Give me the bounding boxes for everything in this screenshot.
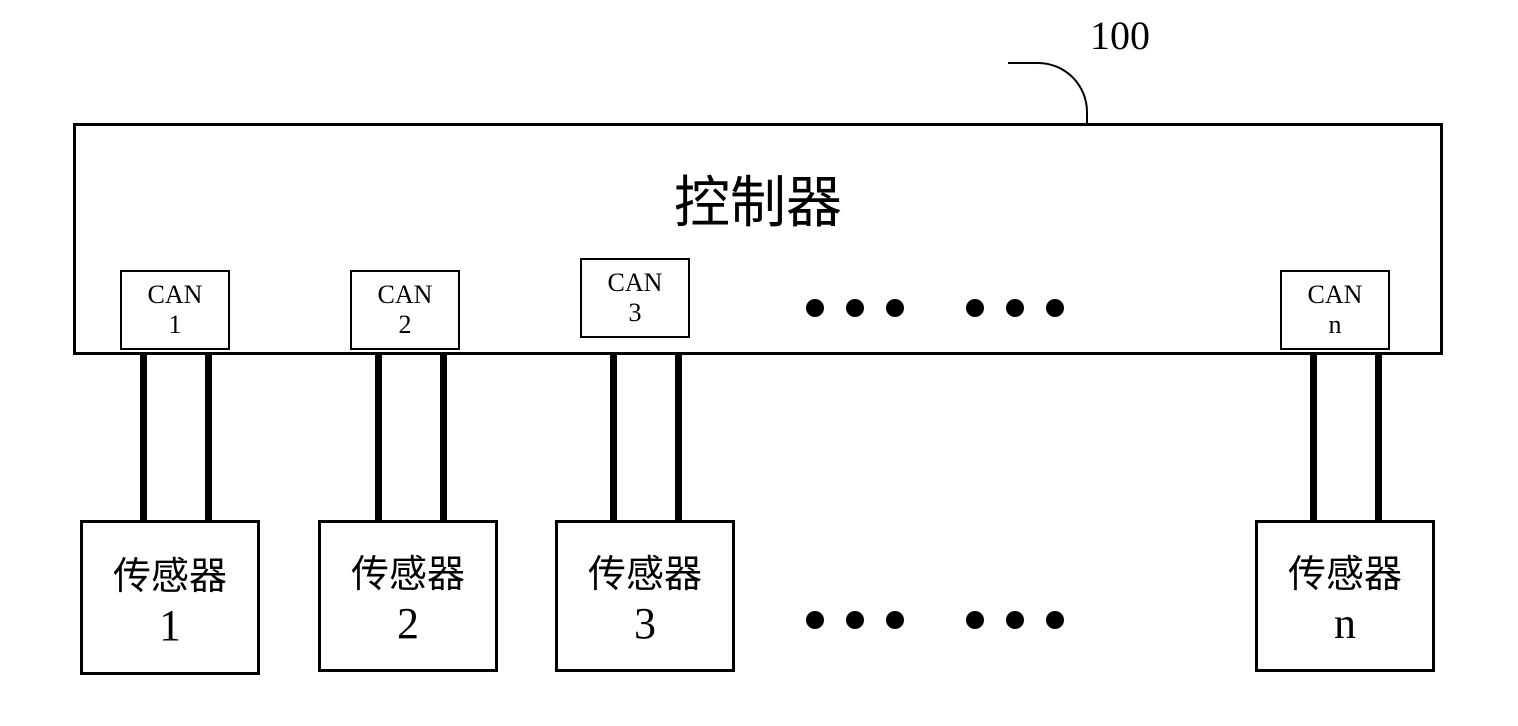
ellipsis-dot bbox=[1046, 299, 1064, 317]
sensor-index: n bbox=[1334, 598, 1356, 649]
ellipsis-dot bbox=[886, 299, 904, 317]
controller-title: 控制器 bbox=[73, 158, 1443, 239]
wire bbox=[1375, 355, 1382, 520]
sensor-label: 传感器 bbox=[113, 545, 227, 600]
can-index: n bbox=[1329, 310, 1342, 340]
ellipsis-dot bbox=[846, 611, 864, 629]
ellipsis-dot bbox=[1006, 611, 1024, 629]
wire bbox=[140, 355, 147, 520]
ellipsis-dot bbox=[966, 611, 984, 629]
wire bbox=[1310, 355, 1317, 520]
can-box: CAN1 bbox=[120, 270, 230, 350]
wire bbox=[375, 355, 382, 520]
wire bbox=[440, 355, 447, 520]
ellipsis-dot bbox=[1006, 299, 1024, 317]
ellipsis-dot bbox=[1046, 611, 1064, 629]
can-index: 3 bbox=[629, 298, 642, 328]
sensor-box: 传感器1 bbox=[80, 520, 260, 675]
can-label: CAN bbox=[608, 268, 663, 298]
can-box: CAN2 bbox=[350, 270, 460, 350]
ellipsis-dot bbox=[846, 299, 864, 317]
can-index: 2 bbox=[399, 310, 412, 340]
ellipsis-dot bbox=[886, 611, 904, 629]
can-label: CAN bbox=[378, 280, 433, 310]
sensor-index: 2 bbox=[397, 598, 419, 649]
sensor-box: 传感器n bbox=[1255, 520, 1435, 672]
sensor-label: 传感器 bbox=[588, 543, 702, 598]
sensor-label: 传感器 bbox=[351, 543, 465, 598]
sensor-index: 1 bbox=[159, 600, 181, 651]
sensor-box: 传感器3 bbox=[555, 520, 735, 672]
ellipsis-dot bbox=[806, 299, 824, 317]
can-label: CAN bbox=[148, 280, 203, 310]
wire bbox=[205, 355, 212, 520]
sensor-index: 3 bbox=[634, 598, 656, 649]
ellipsis-dot bbox=[806, 611, 824, 629]
can-index: 1 bbox=[169, 310, 182, 340]
can-box: CAN3 bbox=[580, 258, 690, 338]
can-box: CANn bbox=[1280, 270, 1390, 350]
wire bbox=[610, 355, 617, 520]
can-label: CAN bbox=[1308, 280, 1363, 310]
diagram-canvas: 100 控制器 CAN1CAN2CAN3CANn 传感器1传感器2传感器3传感器… bbox=[0, 0, 1518, 726]
ellipsis-dot bbox=[966, 299, 984, 317]
ref-leader-line bbox=[1008, 62, 1088, 124]
sensor-box: 传感器2 bbox=[318, 520, 498, 672]
wire bbox=[675, 355, 682, 520]
ref-label: 100 bbox=[1090, 12, 1150, 59]
sensor-label: 传感器 bbox=[1288, 543, 1402, 598]
